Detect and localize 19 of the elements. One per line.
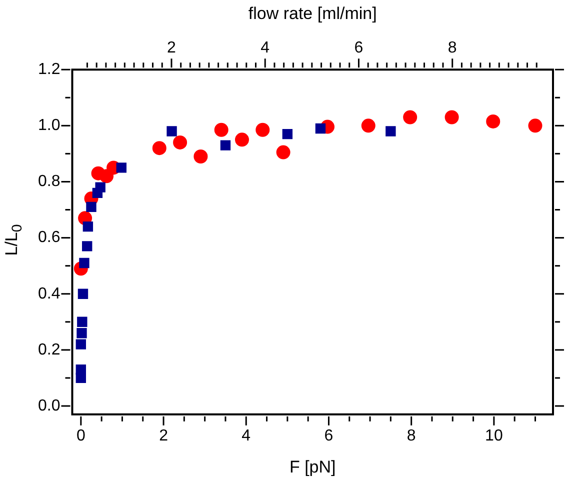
x-tick-label: 4 xyxy=(242,427,251,444)
y-tick-label: 0.8 xyxy=(38,173,60,190)
x2-tick-label: 6 xyxy=(354,39,364,56)
x-tick-label: 10 xyxy=(485,427,503,444)
y-tick-label: 1.0 xyxy=(38,117,60,134)
x2-tick-label: 2 xyxy=(167,39,176,56)
x2-tick-label: 4 xyxy=(260,39,270,56)
y-tick-label: 0.2 xyxy=(38,341,60,358)
x-axis-title: F [pN] xyxy=(289,457,336,476)
x-tick-label: 0 xyxy=(76,427,86,444)
y-tick-label: 0.4 xyxy=(38,285,60,302)
y-tick-label: 0.6 xyxy=(38,229,60,246)
x-tick-label: 2 xyxy=(159,427,168,444)
x-tick-label: 6 xyxy=(324,427,334,444)
x2-tick-label: 8 xyxy=(448,39,457,56)
x2-axis-title: flow rate [ml/min] xyxy=(248,4,377,23)
x-tick-label: 8 xyxy=(406,427,416,444)
y-tick-label: 0.0 xyxy=(38,397,60,414)
y-tick-label: 1.2 xyxy=(38,61,60,78)
